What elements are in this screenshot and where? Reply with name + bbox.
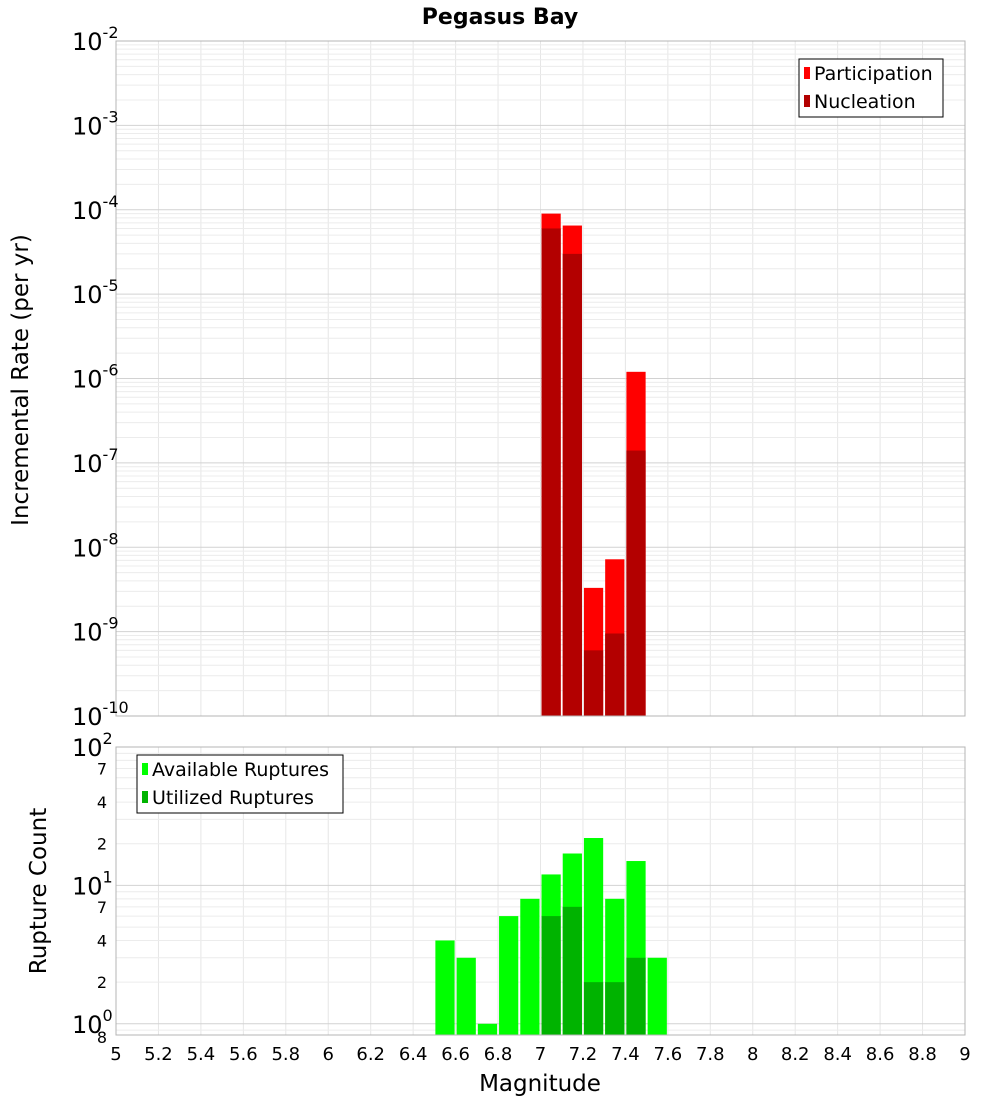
x-tick-label: 5.8 [271, 1044, 300, 1065]
bottom-bars [435, 838, 667, 1035]
x-tick-label: 6.4 [399, 1044, 428, 1065]
top-legend-label: Participation [814, 63, 933, 85]
bottom-y-tick-labels: 8 2 4 7 2 4 7 100 101 102 [72, 729, 113, 1047]
top-bars [541, 213, 646, 717]
bottom-legend-swatch [142, 791, 148, 803]
top-y-tick-label: 10-7 [72, 445, 119, 478]
bottom-bar-series2 [583, 982, 604, 1035]
bottom-bar-series1 [647, 957, 667, 1035]
x-tick-labels: 5 5.2 5.4 5.6 5.8 6 6.2 6.4 6.6 6.8 7 7.2 7.4 7.6 7.8 8… [110, 1044, 970, 1065]
bottom-y-tick-label: 8 [97, 1028, 107, 1047]
top-bar-series2 [541, 228, 561, 716]
top-y-tick-label: 10-6 [72, 361, 119, 394]
bottom-bar-series1 [499, 916, 519, 1035]
x-tick-label: 5.6 [229, 1044, 258, 1065]
x-tick-label: 8 [747, 1044, 758, 1065]
bottom-legend-label: Available Ruptures [152, 759, 329, 781]
top-y-axis-label: Incremental Rate (per yr) [8, 234, 34, 526]
x-tick-label: 7.8 [696, 1044, 725, 1065]
x-tick-label: 6.2 [356, 1044, 385, 1065]
bottom-bar-series2 [562, 906, 582, 1035]
top-y-tick-labels: 10-10 10-9 10-8 10-7 10-6 10-5 10-4 10-3 10-2 [72, 23, 129, 731]
x-tick-label: 8.8 [908, 1044, 937, 1065]
bottom-legend: Available Ruptures Utilized Ruptures [136, 754, 344, 814]
top-bar-series2 [583, 650, 604, 716]
bottom-bar-series1 [520, 898, 540, 1035]
bottom-y-tick-label: 4 [97, 793, 107, 812]
x-tick-label: 8.6 [866, 1044, 895, 1065]
x-tick-label: 7.4 [611, 1044, 640, 1065]
bottom-y-axis-label: Rupture Count [26, 808, 52, 974]
top-legend-box [798, 58, 944, 118]
bottom-bar-series1 [477, 1023, 498, 1035]
top-legend-swatch [804, 95, 810, 107]
top-legend-label: Nucleation [814, 91, 916, 113]
x-tick-label: 5.4 [187, 1044, 216, 1065]
x-axis-label: Magnitude [479, 1071, 601, 1097]
bottom-y-tick-label: 2 [97, 835, 107, 854]
top-legend: Participation Nucleation [798, 58, 944, 118]
top-y-tick-label: 10-2 [72, 23, 119, 56]
x-tick-label: 6.6 [441, 1044, 470, 1065]
bottom-bar-series2 [626, 957, 646, 1035]
top-y-tick-label: 10-5 [72, 276, 119, 309]
top-y-tick-label: 10-4 [72, 192, 119, 225]
bottom-bar-series2 [605, 982, 625, 1035]
bottom-y-tick-label: 2 [97, 973, 107, 992]
x-tick-label: 5 [110, 1044, 121, 1065]
bottom-y-tick-label: 7 [97, 759, 107, 778]
top-bar-series2 [626, 450, 646, 716]
x-tick-label: 6.8 [484, 1044, 513, 1065]
bottom-plot-border [115, 746, 966, 1036]
top-y-tick-label: 10-9 [72, 614, 119, 647]
bottom-y-tick-label: 4 [97, 931, 107, 950]
top-plot-border [115, 40, 966, 717]
x-tick-label: 5.2 [144, 1044, 173, 1065]
top-bar-series2 [562, 253, 582, 716]
bottom-legend-swatch [142, 763, 148, 775]
bottom-legend-label: Utilized Ruptures [152, 787, 314, 809]
top-panel: 10-10 10-9 10-8 10-7 10-6 10-5 10-4 10-3 10-2 In… [8, 23, 966, 731]
x-tick-label: 7.2 [569, 1044, 598, 1065]
top-grid [115, 41, 966, 717]
x-tick-label: 6 [323, 1044, 334, 1065]
bottom-legend-box [136, 754, 344, 814]
x-tick-label: 9 [959, 1044, 970, 1065]
bottom-y-decade-label: 101 [72, 867, 113, 900]
bottom-panel: 8 2 4 7 2 4 7 100 101 102 5 5.2 5.4 5.6 5.8 6 6.2 6.4 6.6… [26, 729, 971, 1097]
top-y-tick-label: 10-8 [72, 529, 119, 562]
top-bar-series2 [605, 633, 625, 716]
top-y-tick-label: 10-3 [72, 107, 119, 140]
x-tick-label: 8.4 [823, 1044, 852, 1065]
chart-title: Pegasus Bay [422, 5, 578, 30]
bottom-y-tick-label: 7 [97, 898, 107, 917]
bottom-y-decade-label: 102 [72, 729, 113, 762]
bottom-bar-series1 [456, 957, 476, 1035]
x-tick-label: 7.6 [654, 1044, 683, 1065]
bottom-bar-series1 [435, 940, 455, 1035]
bottom-bar-series2 [541, 916, 561, 1035]
top-legend-swatch [804, 67, 810, 79]
x-tick-label: 8.2 [781, 1044, 810, 1065]
top-y-tick-label: 10-10 [72, 698, 129, 731]
bottom-y-decade-label: 100 [72, 1006, 113, 1039]
x-tick-label: 7 [535, 1044, 546, 1065]
